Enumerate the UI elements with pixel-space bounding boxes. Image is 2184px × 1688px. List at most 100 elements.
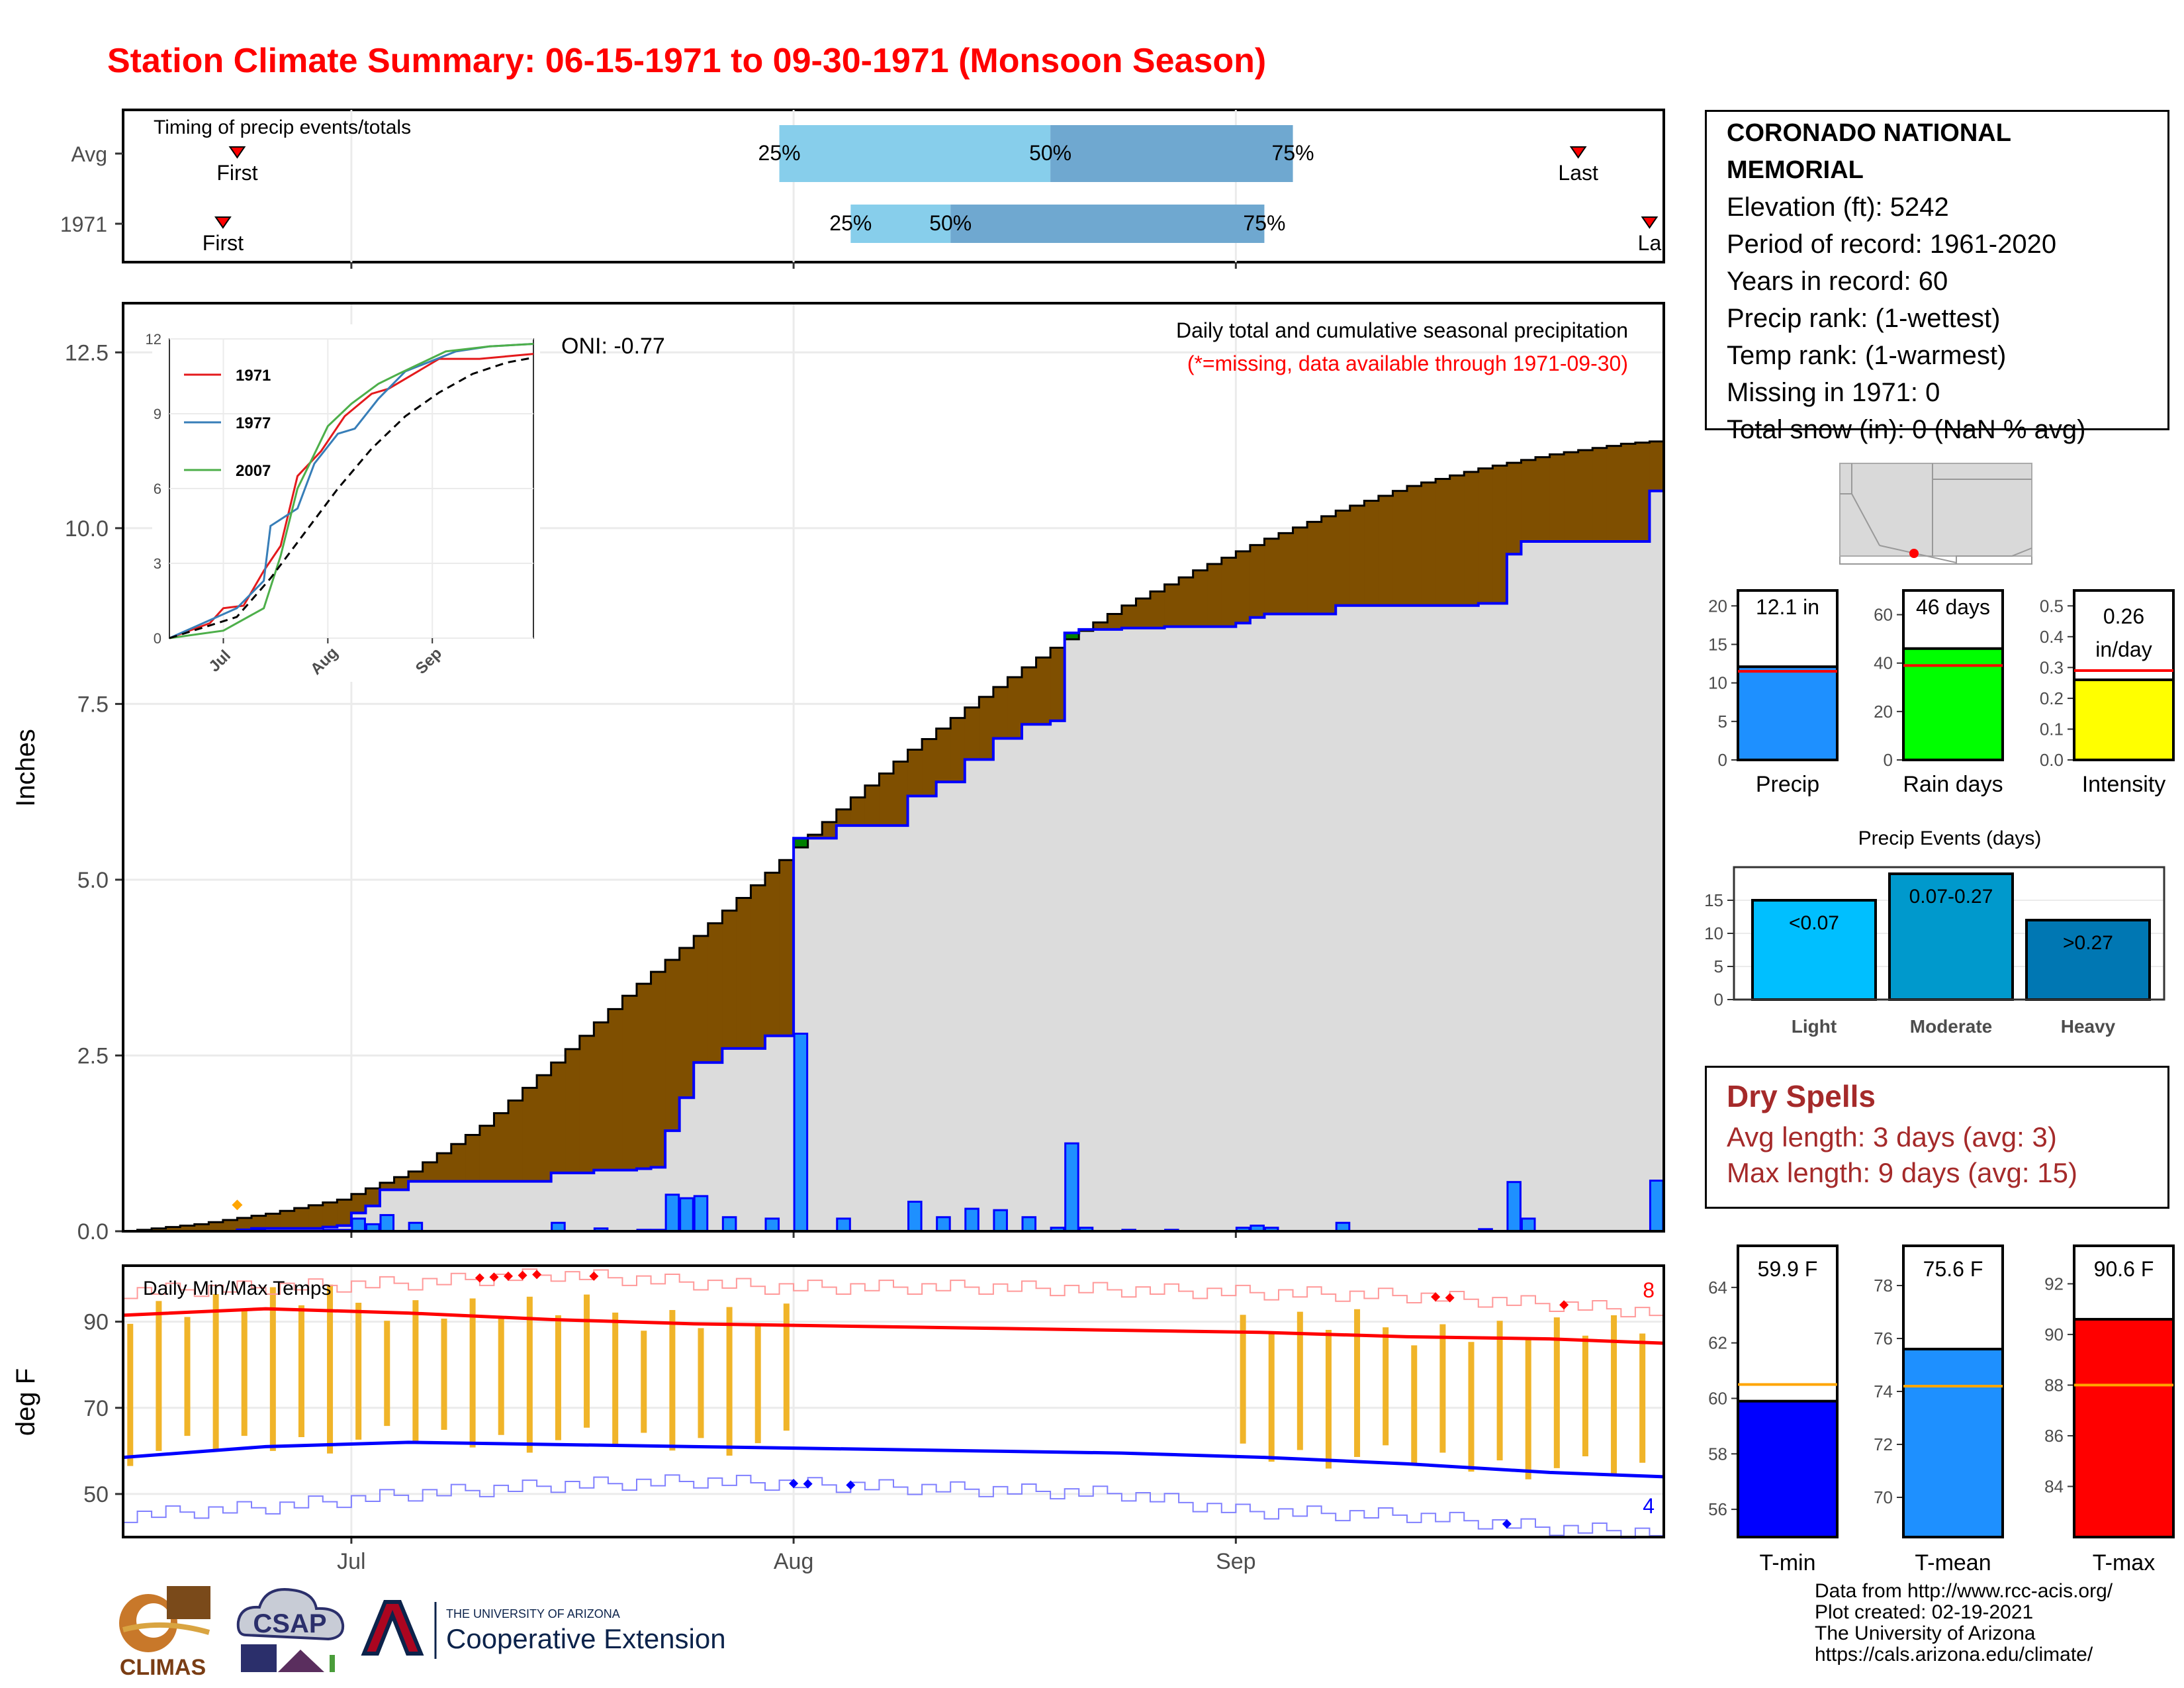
- precip-y-tick-label: 2.5: [77, 1043, 109, 1068]
- precip-deficit-segment: [365, 1188, 381, 1206]
- avg-tmax-line: [122, 1307, 1664, 1345]
- inset-y-tick-label: 12: [146, 331, 161, 348]
- precip-deficit-segment: [751, 885, 766, 1049]
- precip-deficit-segment: [1464, 471, 1479, 606]
- precip-deficit-segment: [165, 1227, 181, 1231]
- precip-deficit-segment: [422, 1162, 437, 1182]
- precip-deficit-segment: [1022, 667, 1037, 725]
- credit-university: The University of Arizona: [1815, 1622, 2036, 1644]
- x-axis-month-label: Sep: [1216, 1549, 1256, 1574]
- precip-deficit-segment: [1250, 545, 1265, 618]
- precip-deficit-segment: [1121, 605, 1136, 628]
- precip-y-tick-label: 0.0: [77, 1219, 109, 1244]
- temperature-totals-chart: 56 58 60 62 64 59.9 F T-min 70 72 74 76 78 75.6 F T-m…: [1708, 1244, 2175, 1575]
- daily-precip-bar: [664, 1194, 680, 1233]
- timing-first-marker: [228, 146, 246, 159]
- credit-data-source: Data from http://www.rcc-acis.org/: [1815, 1580, 2113, 1602]
- precip-surplus-segment: [794, 838, 809, 848]
- precip-chart-subtitle: (*=missing, data available through 1971-…: [1187, 352, 1628, 375]
- events-bar-label: <0.07: [1789, 912, 1839, 934]
- precip-deficit-segment: [1549, 454, 1565, 542]
- totals-1-y-tick-label: 0: [1884, 750, 1893, 770]
- timing-q50-label: 50%: [1029, 141, 1071, 165]
- totals-category-label: Precip: [1756, 772, 1819, 797]
- x-axis-month-label: Jul: [337, 1549, 365, 1574]
- record-max-marker: [1559, 1300, 1569, 1310]
- timing-q25-q50-bar: [850, 205, 951, 243]
- precip-deficit-segment: [394, 1177, 409, 1190]
- record-max-marker: [1445, 1293, 1455, 1303]
- totals-0-y-tick-label: 10: [1708, 673, 1727, 693]
- precip-deficit-segment: [1421, 482, 1436, 606]
- precip-deficit-segment: [907, 749, 923, 796]
- station-years: Years in record: 60: [1727, 267, 1948, 296]
- precip-deficit-segment: [665, 960, 680, 1131]
- record-max-line: [123, 1268, 1664, 1318]
- precip-deficit-segment: [1107, 614, 1122, 630]
- temp-y-tick-label: 90: [83, 1310, 109, 1335]
- daily-precip-bar: [1021, 1216, 1037, 1233]
- precip-deficit-segment: [993, 686, 1008, 739]
- station-precip-rank: Precip rank: (1-wettest): [1727, 304, 2001, 333]
- timing-q50-q75-bar: [1050, 125, 1293, 182]
- temp-total-y-tick-label: 78: [1874, 1276, 1893, 1295]
- precip-deficit-segment: [579, 1035, 594, 1173]
- precip-deficit-segment: [594, 1022, 609, 1170]
- precip-surplus-segment: [1064, 633, 1079, 639]
- ua-extension-text: Cooperative Extension: [446, 1623, 726, 1654]
- precip-deficit-segment: [194, 1224, 209, 1231]
- precip-deficit-segment: [1093, 622, 1108, 630]
- totals-2-y-tick-label: 0.4: [2040, 627, 2064, 647]
- record-min-line: [123, 1474, 1664, 1539]
- precip-chart-title: Daily total and cumulative seasonal prec…: [1176, 318, 1628, 342]
- totals-category-label: Intensity: [2082, 772, 2166, 797]
- record-max-marker: [1431, 1292, 1441, 1302]
- events-bar-label: 0.07-0.27: [1909, 886, 1993, 908]
- station-elevation: Elevation (ft): 5242: [1727, 193, 1949, 222]
- intensity-value-label: 0.26: [2103, 604, 2144, 628]
- precip-deficit-segment: [437, 1153, 452, 1182]
- precip-deficit-segment: [494, 1113, 509, 1182]
- totals-2-y-tick-label: 0.1: [2040, 719, 2064, 739]
- temp-total-category-label: T-max: [2093, 1550, 2155, 1575]
- record-max-marker: [504, 1271, 513, 1281]
- avg-tmin-line: [122, 1440, 1664, 1479]
- temp-total-y-tick-label: 72: [1874, 1434, 1893, 1454]
- precip-deficit-segment: [893, 761, 909, 826]
- precip-deficit-segment: [679, 947, 694, 1098]
- precip-deficit-segment: [565, 1049, 580, 1173]
- temp-total-bar: [1902, 1348, 2004, 1538]
- precip-deficit-segment: [508, 1100, 523, 1182]
- temp-y-axis-label: deg F: [11, 1368, 40, 1436]
- temp-total-y-tick-label: 60: [1708, 1388, 1727, 1408]
- precip-y-tick-label: 5.0: [77, 868, 109, 893]
- daily-precip-bar: [679, 1197, 694, 1233]
- temp-total-y-tick-label: 92: [2044, 1274, 2064, 1293]
- record-max-marker: [489, 1272, 499, 1282]
- precip-deficit-segment: [522, 1088, 537, 1182]
- precip-deficit-segment: [222, 1220, 238, 1231]
- daily-precip-bar: [993, 1209, 1008, 1233]
- precip-deficit-segment: [337, 1199, 352, 1226]
- precip-deficit-segment: [551, 1062, 566, 1173]
- precip-deficit-segment: [1036, 657, 1051, 725]
- precip-y-tick-label: 10.0: [65, 516, 109, 541]
- record-min-marker: [1502, 1519, 1512, 1529]
- precip-y-axis-label: Inches: [11, 729, 40, 807]
- precip-deficit-segment: [1321, 516, 1336, 614]
- daily-precip-bar: [1064, 1142, 1079, 1233]
- precip-deficit-segment: [1007, 677, 1023, 739]
- totals-category-label: Rain days: [1903, 772, 2003, 797]
- timing-q75-label: 75%: [1272, 141, 1314, 165]
- totals-2-y-tick-label: 0.2: [2040, 688, 2064, 708]
- page-title: Station Climate Summary: 06-15-1971 to 0…: [107, 42, 1267, 80]
- inset-y-tick-label: 3: [154, 555, 161, 572]
- csap-text: CSAP: [253, 1609, 326, 1638]
- temp-total-category-label: T-mean: [1915, 1550, 1991, 1575]
- temp-total-bar: [2073, 1317, 2175, 1539]
- daily-precip-bar: [693, 1195, 709, 1233]
- timing-q25-q50-bar: [779, 125, 1051, 182]
- precip-deficit-segment: [1150, 591, 1165, 628]
- daily-precip-bar: [907, 1200, 923, 1233]
- daily-precip-bar: [964, 1207, 979, 1233]
